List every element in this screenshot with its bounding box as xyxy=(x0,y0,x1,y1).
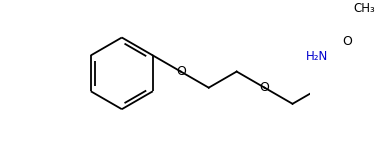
Text: O: O xyxy=(260,81,269,94)
Text: O: O xyxy=(176,65,186,78)
Text: H₂N: H₂N xyxy=(306,50,328,63)
Text: CH₃: CH₃ xyxy=(354,2,375,15)
Text: O: O xyxy=(342,35,352,48)
